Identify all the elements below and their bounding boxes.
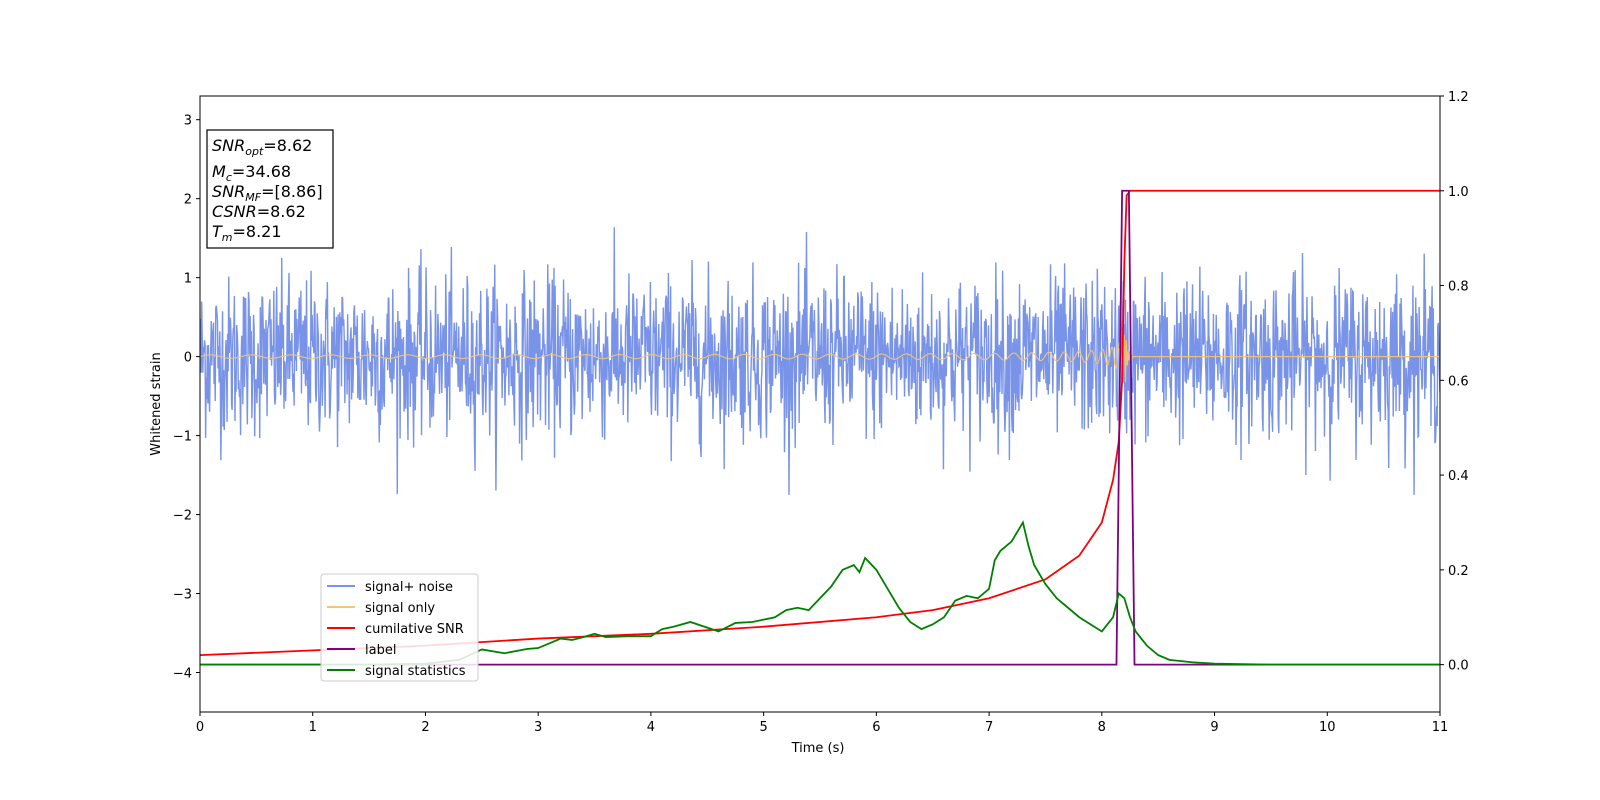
legend-entry: label xyxy=(365,643,396,658)
y-tick-label: 3 xyxy=(184,114,192,129)
y-right-tick-label: 0.2 xyxy=(1448,564,1469,579)
y-tick-label: −1 xyxy=(173,430,192,445)
plot-frame xyxy=(199,95,1441,713)
annotation-subscript: m xyxy=(222,231,233,244)
legend-frame xyxy=(320,573,479,682)
x-tick-label: 1 xyxy=(309,720,317,735)
annotation-value: =8.62 xyxy=(263,136,312,155)
y-tick-label: 0 xyxy=(184,351,192,366)
annotation-symbol: SNR xyxy=(212,136,245,155)
x-tick-label: 4 xyxy=(647,720,655,735)
y-tick-label: 2 xyxy=(184,193,192,208)
y-right-tick-label: 1.2 xyxy=(1448,90,1469,105)
y-right-tick-label: 1.0 xyxy=(1448,185,1469,200)
x-tick-label: 0 xyxy=(196,720,204,735)
y-right-tick-label: 0.4 xyxy=(1448,469,1469,484)
annotation-line: Tm=8.21 xyxy=(212,222,282,244)
x-axis-label: Time (s) xyxy=(791,741,845,756)
series-layer xyxy=(200,189,1440,666)
annotation-subscript: opt xyxy=(245,145,264,158)
annotation-symbol: CSNR xyxy=(212,202,257,221)
legend: signal+ noise signal only cumilative SNR la… xyxy=(320,573,479,682)
series-signal-only xyxy=(200,334,1440,383)
legend-entry: signal+ noise xyxy=(365,580,453,595)
legend-entry: cumilative SNR xyxy=(365,622,464,637)
annotation-symbol: SNR xyxy=(212,182,245,201)
annotation-subscript: MF xyxy=(245,191,261,204)
legend-entry: signal only xyxy=(365,601,435,616)
series-signal-noise xyxy=(200,227,1440,495)
legend-entry: signal statistics xyxy=(365,664,466,679)
y-tick-label: −4 xyxy=(173,667,192,682)
series-label xyxy=(200,189,1440,666)
series-signal-statistics xyxy=(200,520,1440,666)
y-tick-label: −3 xyxy=(173,588,192,603)
stats-annotation-box: SNRopt=8.62Mc=34.68SNRMF=[8.86]CSNR=8.62… xyxy=(206,129,334,249)
y-right-tick-label: 0.0 xyxy=(1448,659,1469,674)
annotation-symbol: T xyxy=(212,222,223,241)
annotation-symbol: M xyxy=(212,162,226,181)
annotation-value: =8.21 xyxy=(233,222,282,241)
x-tick-label: 7 xyxy=(985,720,993,735)
x-tick-label: 3 xyxy=(534,720,542,735)
x-tick-label: 2 xyxy=(421,720,429,735)
annotation-subscript: c xyxy=(226,171,232,184)
y-tick-label: 1 xyxy=(184,272,192,287)
annotation-value: =34.68 xyxy=(232,162,291,181)
series-cumulative-snr xyxy=(200,189,1440,657)
annotation-value: =8.62 xyxy=(257,202,306,221)
x-tick-label: 6 xyxy=(872,720,880,735)
annotation-line: CSNR=8.62 xyxy=(212,202,306,221)
annotation-value: =[8.86] xyxy=(261,182,323,201)
y-right-tick-label: 0.6 xyxy=(1448,374,1469,389)
x-tick-label: 8 xyxy=(1098,720,1106,735)
annotation-line: SNRMF=[8.86] xyxy=(212,182,323,204)
annotation-line: Mc=34.68 xyxy=(212,162,291,184)
annotation-line: SNRopt=8.62 xyxy=(212,136,312,158)
y-tick-label: −2 xyxy=(173,509,192,524)
ticks-layer: 0 1 2 3 4 5 6 7 8 9 10 113210−1−2−3−40.00.20.40.60.… xyxy=(173,90,1469,735)
x-tick-label: 11 xyxy=(1432,720,1449,735)
y-right-tick-label: 0.8 xyxy=(1448,280,1469,295)
x-tick-label: 9 xyxy=(1210,720,1218,735)
annotation-frame xyxy=(206,129,334,249)
x-tick-label: 5 xyxy=(759,720,767,735)
x-tick-label: 10 xyxy=(1319,720,1336,735)
y-axis-label: Whitened strain xyxy=(149,352,164,455)
